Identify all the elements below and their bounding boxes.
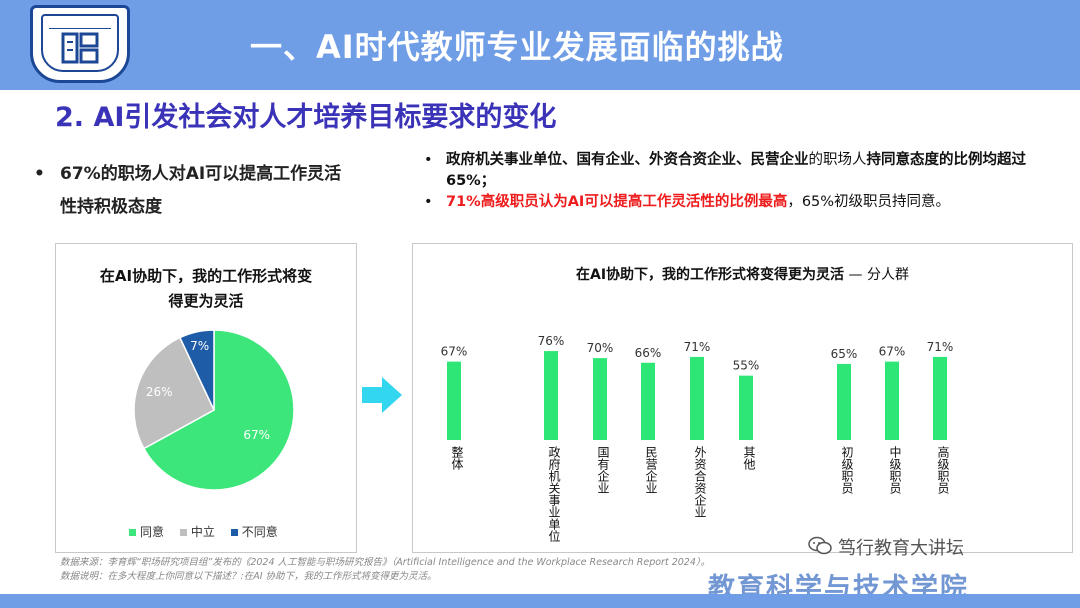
section-subtitle: 2. AI引发社会对人才培养目标要求的变化	[55, 102, 557, 133]
pie-title-line1: 在AI协助下，我的工作形式将变	[99, 267, 313, 285]
bar	[837, 363, 851, 440]
bar	[933, 356, 947, 440]
bar	[447, 361, 461, 440]
header-bar: 一、AI时代教师专业发展面临的挑战	[0, 0, 1080, 90]
source-line1: 数据来源：李育辉“职场研究项目组”发布的《2024 人工智能与职场研究报告》（A…	[60, 557, 711, 568]
bar-category-label: 民营企业	[644, 446, 658, 494]
source-line2: 数据说明：在多大程度上你同意以下描述？:在AI 协助下，我的工作形式将变得更为灵…	[60, 571, 437, 582]
pie-slice-label: 7%	[190, 339, 209, 353]
bar-value-label: 66%	[635, 346, 662, 360]
bullet-icon: •	[424, 152, 433, 168]
pie-slice	[142, 329, 295, 491]
legend-item-neutral: 中立	[179, 525, 215, 539]
bar-value-label: 65%	[831, 347, 858, 361]
bar-category-label: 初级职员	[840, 446, 854, 495]
right-point-1-bold-b: 持同意态度的比例均超过65%；	[446, 152, 1026, 189]
bar	[593, 358, 607, 440]
bar-category-label: 国有企业	[596, 446, 610, 494]
bar-value-label: 67%	[879, 345, 906, 359]
pie-slice-label: 26%	[146, 385, 173, 399]
bar-value-label: 76%	[538, 334, 565, 348]
bar	[885, 361, 899, 440]
wechat-icon	[808, 536, 832, 555]
page-title: 一、AI时代教师专业发展面临的挑战	[250, 28, 784, 66]
left-bullet-point: • 67%的职场人对AI可以提高工作灵活 性持积极态度	[34, 158, 400, 224]
pie-slice	[178, 329, 215, 411]
right-point-1-normal: 的职场人	[808, 152, 867, 168]
bottom-bar	[0, 594, 1080, 608]
wechat-account: 笃行教育大讲坛	[808, 534, 964, 560]
legend-item-disagree: 不同意	[230, 525, 278, 539]
legend-swatch	[179, 529, 187, 536]
university-logo	[30, 5, 130, 83]
bar-category-label: 其他	[742, 446, 756, 470]
pie-chart-title: 在AI协助下，我的工作形式将变 得更为灵活	[56, 264, 356, 314]
pie-chart: 67% 26% 7%	[133, 329, 295, 491]
bar	[690, 356, 704, 440]
right-point-1: • 政府机关事业单位、国有企业、外资合资企业、民营企业的职场人持同意态度的比例均…	[422, 150, 1072, 192]
bar-value-label: 55%	[733, 359, 760, 373]
bar-category-label: 外资合资企业	[693, 446, 707, 518]
bar-category-label: 整体	[450, 445, 464, 471]
bar-chart-card: 在AI协助下，我的工作形式将变得更为灵活 — 分人群 67% 整体 76% 政府机关事…	[412, 243, 1073, 553]
bar	[544, 351, 558, 440]
bar-chart-title: 在AI协助下，我的工作形式将变得更为灵活 — 分人群	[576, 267, 909, 283]
right-arrow-icon	[362, 377, 402, 413]
right-point-2-normal: ，65%初级职员持同意。	[787, 194, 951, 210]
pie-slice-label: 67%	[243, 428, 270, 442]
bar-value-label: 70%	[587, 341, 614, 355]
legend-swatch	[230, 529, 238, 536]
pie-chart-card: 在AI协助下，我的工作形式将变 得更为灵活 67% 26% 7% 同意 中立 不同意	[55, 243, 357, 553]
left-point-line1: 67%的职场人对AI可以提高工作灵活	[60, 164, 342, 184]
bar-value-label: 71%	[684, 340, 711, 354]
pie-legend: 同意 中立 不同意	[129, 523, 290, 540]
bar	[641, 362, 655, 440]
bar-value-label: 71%	[927, 340, 954, 354]
bar-category-label: 高级职员	[936, 445, 950, 495]
bullet-icon: •	[34, 164, 45, 184]
right-bullet-list: • 政府机关事业单位、国有企业、外资合资企业、民营企业的职场人持同意态度的比例均…	[422, 150, 1072, 213]
bar-value-label: 67%	[441, 345, 468, 359]
right-point-2-highlight: 71%高级职员认为AI可以提高工作灵活性的比例最高	[446, 194, 788, 210]
bar-category-label: 中级职员	[888, 445, 902, 495]
right-point-2: • 71%高级职员认为AI可以提高工作灵活性的比例最高，65%初级职员持同意。	[422, 192, 1072, 213]
bullet-icon: •	[424, 194, 433, 210]
bar-chart: 67% 整体 76% 政府机关事业单位 70% 国有企业 66% 民营企业 71% 外资合资企业 5…	[441, 334, 954, 542]
bar	[739, 375, 753, 440]
right-point-1-bold-a: 政府机关事业单位、国有企业、外资合资企业、民营企业	[446, 152, 809, 168]
left-point-line2: 性持积极态度	[60, 197, 162, 217]
pie-title-line2: 得更为灵活	[168, 292, 244, 310]
legend-swatch	[129, 529, 136, 536]
data-source-note: 数据来源：李育辉“职场研究项目组”发布的《2024 人工智能与职场研究报告》（A…	[60, 556, 710, 584]
legend-item-agree: 同意	[129, 525, 164, 539]
pie-slice	[133, 336, 215, 450]
bar-category-label: 政府机关事业单位	[547, 446, 561, 542]
